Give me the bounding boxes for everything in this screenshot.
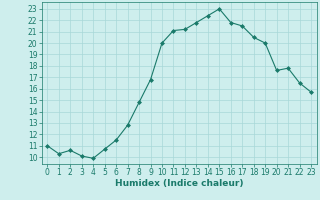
X-axis label: Humidex (Indice chaleur): Humidex (Indice chaleur) [115,179,244,188]
